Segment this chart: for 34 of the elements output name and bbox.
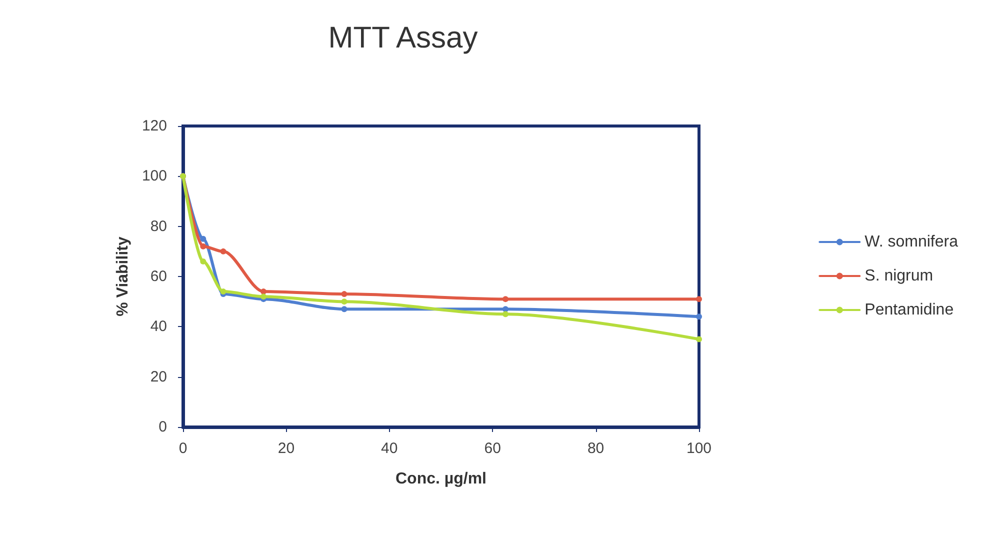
y-axis-title: % Viability bbox=[114, 236, 132, 316]
point bbox=[260, 294, 266, 300]
x-axis-title: Conc. µg/ml bbox=[396, 470, 486, 488]
y-tick-label: 100 bbox=[142, 168, 167, 185]
point bbox=[696, 314, 702, 320]
point bbox=[200, 258, 206, 264]
point bbox=[502, 296, 508, 302]
point bbox=[696, 336, 702, 342]
legend-label: S. nigrum bbox=[864, 268, 934, 284]
point bbox=[502, 311, 508, 318]
chart-title: MTT Assay bbox=[328, 22, 478, 54]
point bbox=[341, 298, 348, 305]
point bbox=[341, 291, 348, 298]
point bbox=[341, 306, 348, 312]
point bbox=[200, 236, 206, 242]
x-tick-label: 80 bbox=[587, 440, 604, 457]
x-tick-label: 100 bbox=[686, 440, 712, 457]
y-tick-label: 40 bbox=[150, 318, 167, 336]
x-tick-label: 0 bbox=[178, 440, 188, 457]
x-tick-label: 40 bbox=[381, 440, 398, 457]
point bbox=[200, 243, 206, 250]
x-tick-label: 60 bbox=[484, 440, 501, 457]
y-tick-label: 20 bbox=[150, 368, 167, 386]
y-tick-label: 120 bbox=[142, 118, 167, 134]
y-tick-label: 0 bbox=[158, 418, 167, 436]
point bbox=[220, 288, 226, 295]
y-tick-label: 60 bbox=[150, 268, 167, 285]
x-tick-label: 20 bbox=[278, 440, 295, 457]
point bbox=[696, 296, 702, 302]
legend-label: W. somnifera bbox=[864, 234, 958, 250]
y-tick-label: 80 bbox=[150, 218, 167, 235]
legend-label: Pentamidine bbox=[864, 302, 954, 318]
point bbox=[502, 306, 508, 312]
point bbox=[220, 248, 226, 254]
